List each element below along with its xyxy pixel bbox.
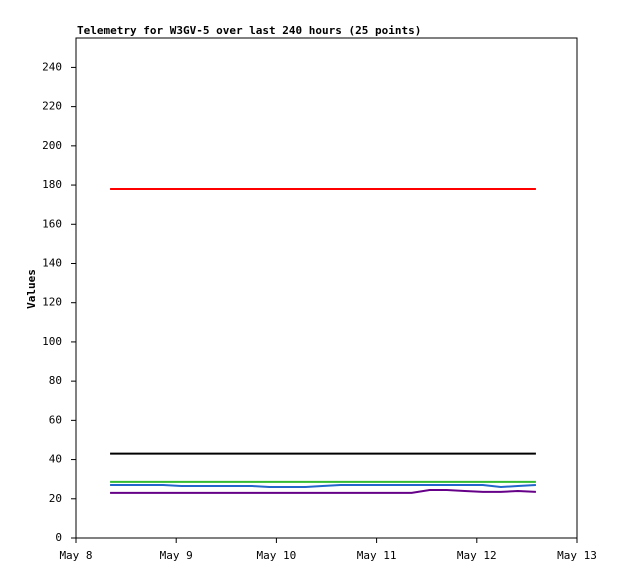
y-tick-label: 240 [42, 60, 62, 73]
x-tick-label: May 12 [457, 549, 497, 562]
y-tick-label: 80 [49, 374, 62, 387]
y-tick-label: 120 [42, 296, 62, 309]
y-tick-label: 180 [42, 178, 62, 191]
x-tick-label: May 11 [357, 549, 397, 562]
y-tick-label: 220 [42, 100, 62, 113]
series-line [110, 484, 536, 489]
plot-frame [75, 37, 578, 539]
x-tick-label: May 9 [160, 549, 193, 562]
x-tick-label: May 8 [59, 549, 92, 562]
x-tick-label: May 10 [257, 549, 297, 562]
y-tick-label: 20 [49, 492, 62, 505]
y-tick-label: 60 [49, 413, 62, 426]
series-line [110, 488, 536, 494]
y-tick-label: 100 [42, 335, 62, 348]
x-tick-label: May 13 [557, 549, 597, 562]
y-tick-label: 200 [42, 139, 62, 152]
y-axis-label: Values [25, 269, 38, 309]
y-tick-label: 140 [42, 256, 62, 269]
y-tick-label: 0 [55, 531, 62, 544]
chart-title: Telemetry for W3GV-5 over last 240 hours… [77, 24, 421, 37]
y-tick-label: 40 [49, 453, 62, 466]
y-tick-label: 160 [42, 217, 62, 230]
